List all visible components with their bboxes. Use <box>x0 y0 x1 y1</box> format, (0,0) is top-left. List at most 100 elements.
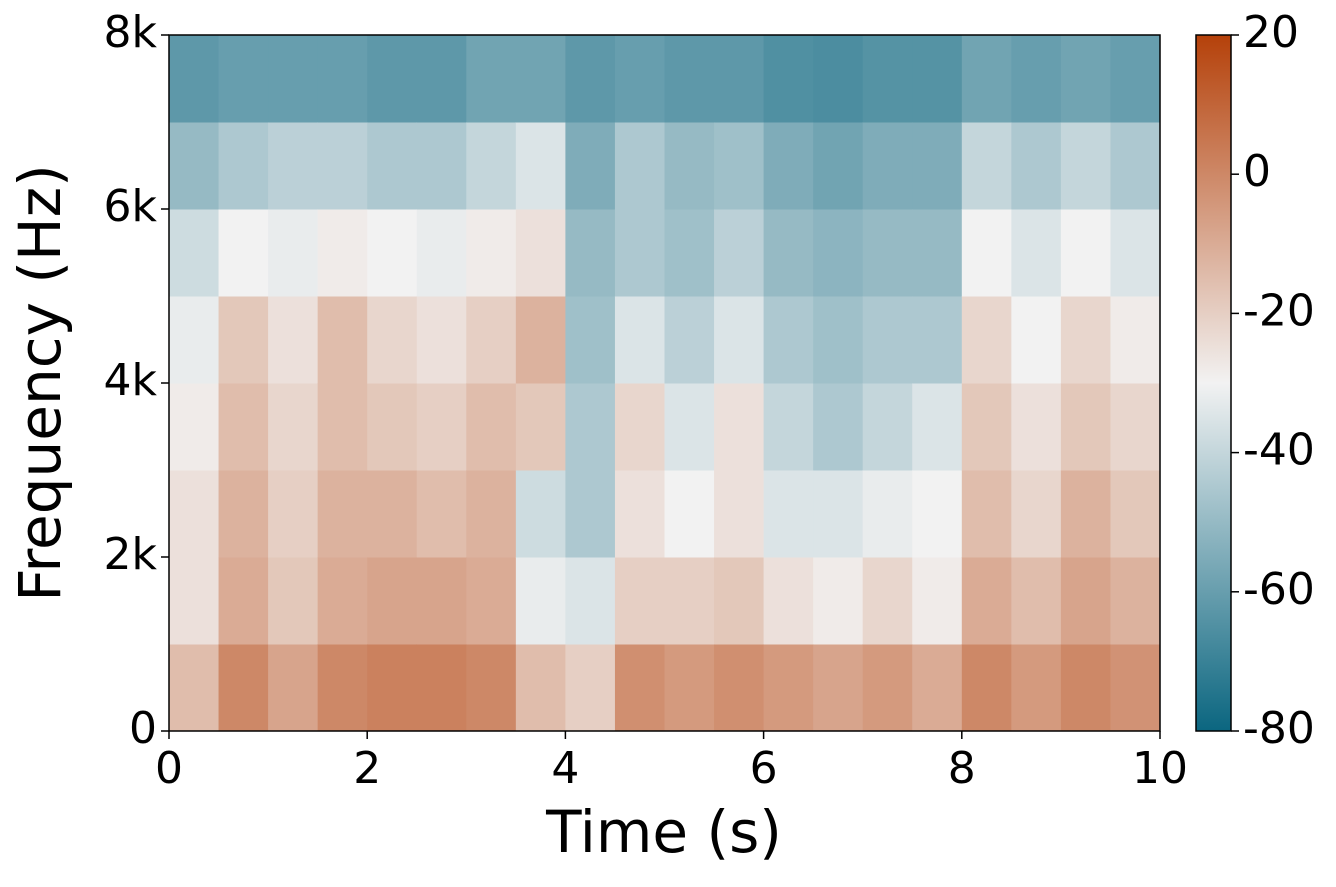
x-tick-label: 0 <box>155 743 183 794</box>
y-axis-label: Frequency (Hz) <box>6 164 74 601</box>
spectrogram-cell <box>218 209 269 297</box>
spectrogram-cell <box>813 383 864 471</box>
spectrogram-cell <box>862 296 913 384</box>
spectrogram-cell <box>466 296 517 384</box>
spectrogram-cell <box>367 209 418 297</box>
spectrogram-cell <box>416 122 467 210</box>
spectrogram-cell <box>614 122 665 210</box>
spectrogram-cell <box>961 644 1012 732</box>
spectrogram-cell <box>466 470 517 558</box>
spectrogram-cell <box>813 122 864 210</box>
spectrogram-cell <box>862 470 913 558</box>
spectrogram-cell <box>317 122 368 210</box>
spectrogram-cell <box>218 383 269 471</box>
y-tick-label: 8k <box>104 7 158 58</box>
colorbar-tick-label: -60 <box>1243 564 1315 615</box>
spectrogram-cell <box>912 644 963 732</box>
spectrogram-cell <box>614 35 665 123</box>
spectrogram-cell <box>1060 296 1111 384</box>
spectrogram-cell <box>317 35 368 123</box>
spectrogram-cell <box>466 644 517 732</box>
spectrogram-cell <box>169 557 220 645</box>
spectrogram-cell <box>416 35 467 123</box>
colorbar-tick-label: -40 <box>1243 425 1315 476</box>
spectrogram-cell <box>169 644 220 732</box>
spectrogram-cell <box>268 644 319 732</box>
spectrogram-cell <box>268 383 319 471</box>
spectrogram-cell <box>1110 383 1161 471</box>
spectrogram-cell <box>169 122 220 210</box>
spectrogram-cell <box>763 35 814 123</box>
spectrogram-cell <box>169 383 220 471</box>
spectrogram-cell <box>218 296 269 384</box>
spectrogram-cell <box>515 470 566 558</box>
spectrogram-cell <box>1110 470 1161 558</box>
spectrogram-cell <box>1011 209 1062 297</box>
spectrogram-cell <box>317 296 368 384</box>
spectrogram-cell <box>1011 557 1062 645</box>
spectrogram-cell <box>614 644 665 732</box>
spectrogram-cell <box>515 557 566 645</box>
spectrogram-cell <box>614 557 665 645</box>
spectrogram-cell <box>614 470 665 558</box>
spectrogram-cell <box>1110 557 1161 645</box>
colorbar-tick-label: -80 <box>1243 703 1315 754</box>
spectrogram-cell <box>714 209 765 297</box>
spectrogram-cell <box>763 122 814 210</box>
spectrogram-cell <box>714 644 765 732</box>
spectrogram-cell <box>565 644 616 732</box>
spectrogram-cell <box>813 209 864 297</box>
spectrogram-cell <box>961 470 1012 558</box>
spectrogram-cell <box>1060 209 1111 297</box>
spectrogram-cell <box>912 35 963 123</box>
spectrogram-cell <box>714 296 765 384</box>
colorbar <box>1195 34 1232 732</box>
spectrogram-cell <box>862 557 913 645</box>
spectrogram-cell <box>416 296 467 384</box>
spectrogram-cell <box>466 35 517 123</box>
spectrogram-cell <box>466 557 517 645</box>
spectrogram-cell <box>862 35 913 123</box>
spectrogram-cell <box>664 383 715 471</box>
spectrogram-cell <box>763 209 814 297</box>
spectrogram-cell <box>614 383 665 471</box>
spectrogram-cell <box>416 470 467 558</box>
spectrogram-cell <box>515 122 566 210</box>
spectrogram-cell <box>664 35 715 123</box>
spectrogram-cell <box>169 35 220 123</box>
y-tick-label: 6k <box>104 181 158 232</box>
spectrogram-cell <box>961 383 1012 471</box>
spectrogram-cell <box>664 470 715 558</box>
x-axis-label: Time (s) <box>545 798 782 866</box>
spectrogram-cell <box>317 470 368 558</box>
spectrogram-cell <box>961 557 1012 645</box>
spectrogram-cell <box>862 383 913 471</box>
spectrogram-cell <box>515 296 566 384</box>
spectrogram-cell <box>268 470 319 558</box>
y-tick-label: 4k <box>104 355 158 406</box>
spectrogram-cell <box>367 644 418 732</box>
spectrogram-cell <box>614 209 665 297</box>
y-tick-label: 0 <box>129 703 157 754</box>
spectrogram-cell <box>268 35 319 123</box>
spectrogram-cell <box>416 209 467 297</box>
spectrogram-cell <box>813 470 864 558</box>
spectrogram-cell <box>1011 470 1062 558</box>
spectrogram-cell <box>813 557 864 645</box>
spectrogram-cell <box>714 122 765 210</box>
spectrogram-cell <box>169 209 220 297</box>
spectrogram-cell <box>367 557 418 645</box>
spectrogram-cell <box>565 557 616 645</box>
spectrogram-cell <box>1110 296 1161 384</box>
spectrogram-cell <box>714 383 765 471</box>
spectrogram-cell <box>912 209 963 297</box>
spectrogram-cell <box>268 557 319 645</box>
colorbar-tick-label: 0 <box>1243 146 1271 197</box>
spectrogram-cell <box>268 296 319 384</box>
spectrogram-cell <box>317 383 368 471</box>
spectrogram-cell <box>862 209 913 297</box>
spectrogram-cell <box>218 644 269 732</box>
spectrogram-cell <box>367 35 418 123</box>
spectrogram-cell <box>317 557 368 645</box>
spectrogram-cell <box>169 470 220 558</box>
